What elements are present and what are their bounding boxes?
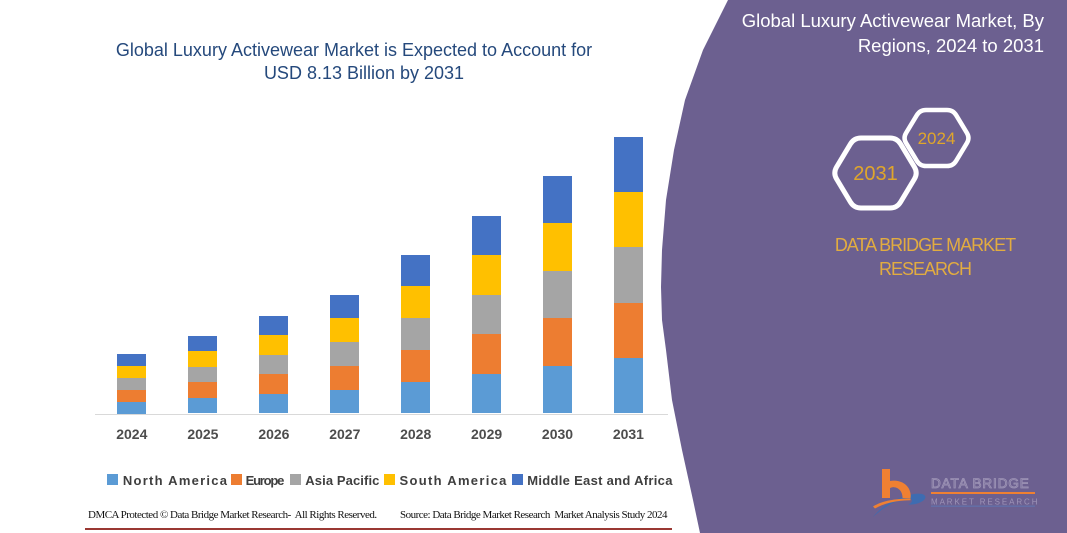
svg-text:2024: 2024 <box>918 129 956 148</box>
svg-text:2031: 2031 <box>853 163 898 185</box>
svg-text:MARKET RESEARCH: MARKET RESEARCH <box>931 498 1039 507</box>
svg-text:DATA BRIDGE: DATA BRIDGE <box>931 476 1030 491</box>
